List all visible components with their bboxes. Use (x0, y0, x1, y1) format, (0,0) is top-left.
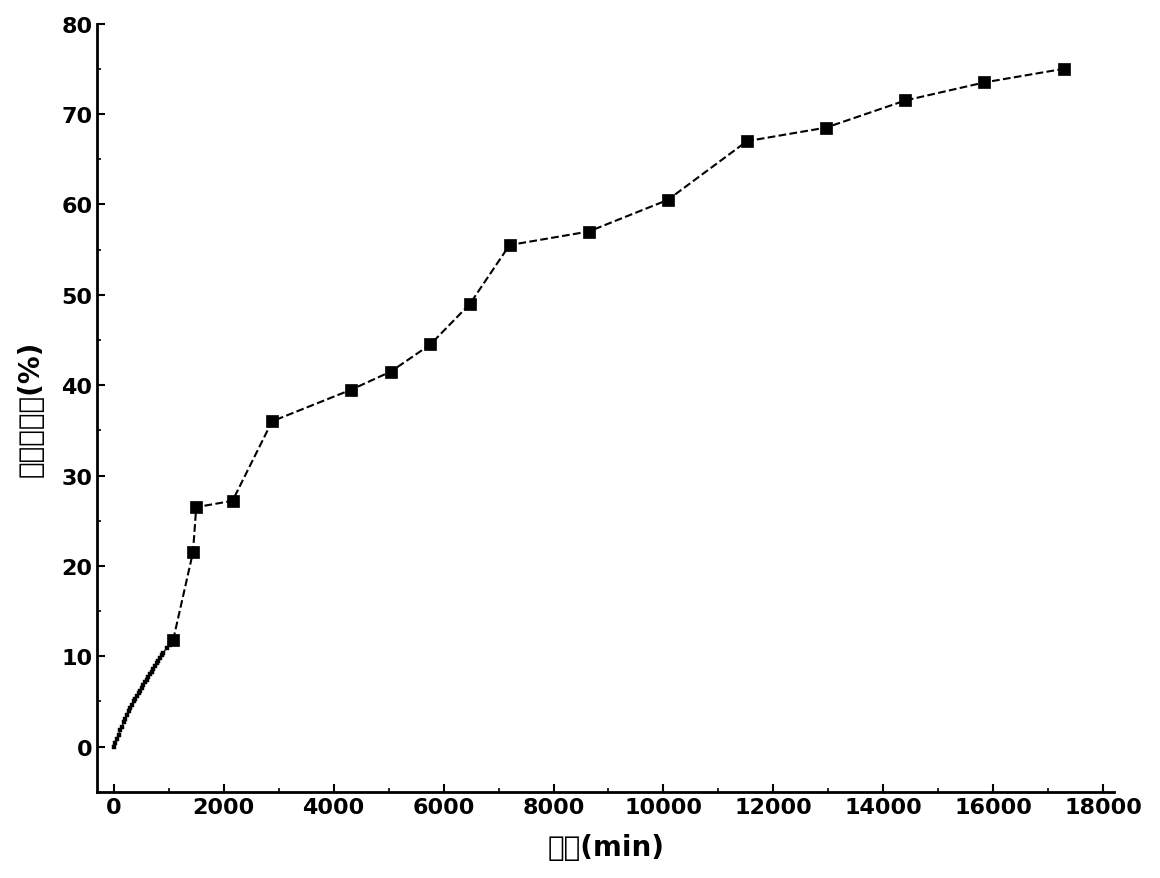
X-axis label: 时间(min): 时间(min) (548, 833, 665, 861)
Y-axis label: 药物释放量(%): 药物释放量(%) (16, 340, 45, 477)
